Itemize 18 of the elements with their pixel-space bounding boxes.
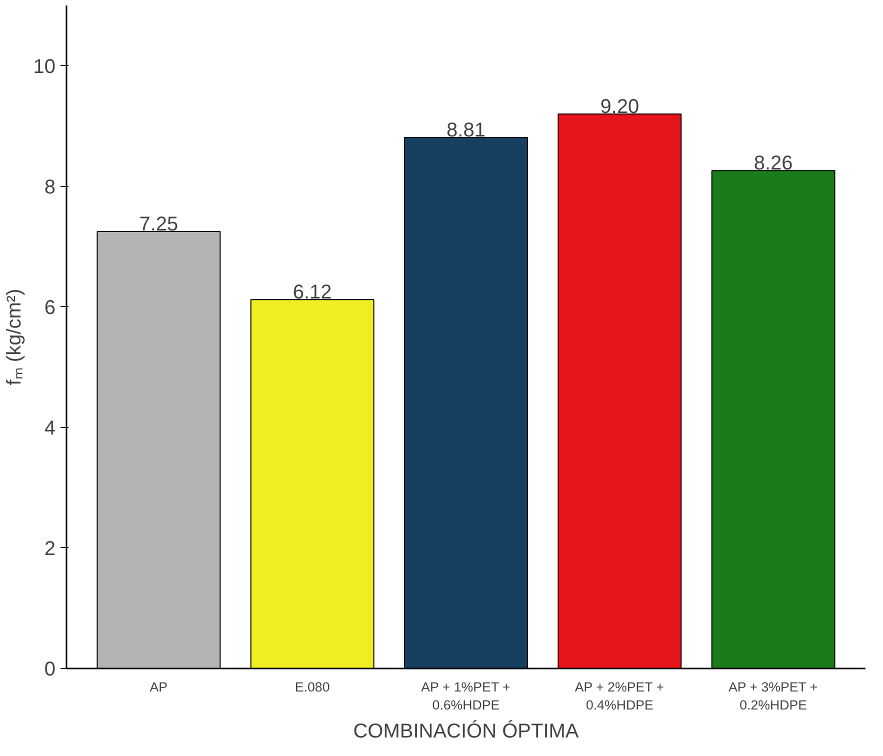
x-tick-label: AP + 2%PET + 0.4%HDPE [574,680,664,712]
y-tick-label: 4 [44,417,56,440]
y-tick-label: 0 [44,658,56,680]
x-tick-label: AP + 3%PET + 0.2%HDPE [728,680,818,712]
data-label: 8.81 [446,119,486,142]
y-tick-label: 8 [44,176,56,198]
y-tick-label: 2 [44,538,56,560]
x-tick-label: AP + 1%PET + 0.6%HDPE [421,680,511,712]
y-tick-label: 6 [44,296,56,319]
data-label: 7.25 [139,214,178,236]
data-label: 9.20 [600,96,640,118]
y-axis-title: fₘ (kg/cm²) [3,288,26,386]
x-axis-title: COMBINACIÓN ÓPTIMA [353,720,580,742]
x-tick-label: AP [150,680,168,694]
x-tick-label: E.080 [294,680,330,694]
data-label: 6.12 [292,282,332,304]
data-label: 8.26 [754,152,793,175]
y-tick-label: 10 [33,56,56,78]
